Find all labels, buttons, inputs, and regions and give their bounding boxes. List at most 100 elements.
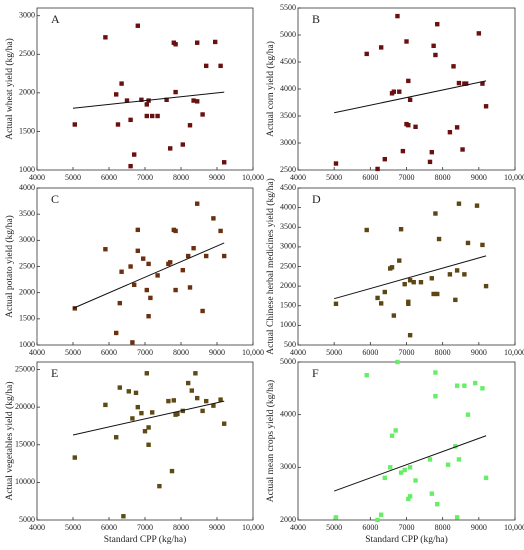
x-tick-label: 7000 — [137, 348, 153, 357]
x-tick-label: 10,000 — [504, 523, 524, 532]
point — [103, 247, 108, 252]
x-tick-label: 9000 — [471, 348, 487, 357]
x-tick-label: 7000 — [399, 523, 415, 532]
point — [173, 89, 178, 95]
x-tick-label: 8000 — [173, 348, 189, 357]
x-tick-label: 5000 — [326, 348, 342, 357]
point — [465, 240, 471, 246]
point — [132, 282, 137, 288]
point — [72, 455, 77, 460]
point — [173, 42, 178, 47]
point — [483, 475, 489, 481]
point — [135, 248, 140, 253]
point — [483, 104, 489, 109]
point — [480, 81, 485, 86]
point — [431, 291, 436, 297]
point — [155, 273, 160, 278]
point — [456, 201, 462, 206]
trend-line — [334, 255, 487, 300]
point — [398, 227, 404, 232]
point — [413, 124, 418, 129]
point — [473, 380, 478, 386]
point — [333, 161, 339, 166]
point — [388, 465, 393, 470]
x-tick-label: 5000 — [65, 348, 81, 357]
panel-label: E — [51, 366, 58, 380]
point — [395, 359, 400, 365]
point — [433, 394, 438, 399]
x-tick-label: 8000 — [435, 348, 451, 357]
x-tick-label: 6000 — [362, 523, 378, 532]
point — [411, 280, 416, 285]
y-tick-label: 5000 — [280, 357, 296, 366]
point — [130, 340, 135, 345]
point — [391, 313, 397, 318]
point — [211, 403, 216, 408]
point — [146, 442, 151, 447]
point — [447, 130, 453, 135]
point — [193, 371, 198, 376]
point — [115, 122, 121, 127]
x-tick-label: 9000 — [471, 173, 487, 182]
point — [173, 228, 178, 234]
point — [433, 370, 438, 375]
point — [397, 258, 402, 263]
point — [406, 496, 411, 502]
point — [431, 43, 436, 48]
y-tick-label: 3000 — [280, 242, 296, 251]
point — [135, 404, 140, 410]
point — [382, 475, 387, 481]
point — [195, 40, 200, 45]
point — [200, 408, 205, 414]
point — [132, 152, 137, 157]
y-axis-label: Actual mean crops yield (kg/ha) — [265, 380, 276, 502]
point — [454, 268, 460, 273]
y-tick-label: 3000 — [280, 462, 296, 471]
point — [189, 388, 194, 393]
x-tick-label: 5000 — [326, 173, 342, 182]
point — [128, 163, 133, 169]
point — [476, 31, 482, 36]
point — [187, 123, 193, 128]
plot-frame — [297, 361, 516, 521]
point — [483, 283, 489, 289]
x-tick-label: 6000 — [101, 348, 117, 357]
y-axis-label: Actual corn yield (kg/ha) — [265, 41, 276, 137]
x-tick-label: 8000 — [435, 523, 451, 532]
y-tick-label: 1500 — [19, 314, 35, 323]
point — [382, 289, 387, 295]
point — [375, 517, 380, 523]
point — [146, 425, 151, 430]
y-tick-label: 2000 — [280, 515, 296, 524]
point — [456, 80, 462, 86]
x-tick-label: 10,000 — [504, 348, 524, 357]
y-axis-label: Actual Chinese herbal medicines yield (k… — [265, 178, 276, 354]
point — [218, 397, 223, 402]
point — [117, 385, 122, 390]
x-tick-label: 10,000 — [504, 173, 524, 182]
plot-frame — [36, 361, 254, 521]
y-tick-label: 1000 — [19, 340, 35, 349]
x-tick-label: 8000 — [173, 173, 189, 182]
point — [150, 410, 155, 415]
point — [427, 159, 433, 165]
point — [200, 308, 205, 314]
point — [150, 113, 155, 119]
point — [480, 242, 485, 248]
trend-line — [72, 91, 225, 109]
y-tick-label: 2500 — [280, 165, 296, 174]
point — [397, 89, 402, 94]
y-tick-label: 15000 — [15, 440, 35, 449]
point — [400, 148, 406, 154]
point — [175, 411, 180, 417]
point — [124, 98, 130, 103]
x-axis-label: Standard CPP (kg/ha) — [365, 534, 448, 545]
y-tick-label: 20000 — [15, 402, 35, 411]
point — [200, 112, 205, 117]
point — [144, 102, 149, 107]
x-tick-label: 7000 — [137, 173, 153, 182]
point — [454, 383, 460, 388]
y-tick-label: 3500 — [280, 222, 296, 231]
y-tick-label: 25000 — [15, 364, 35, 373]
y-tick-label: 4000 — [280, 202, 296, 211]
